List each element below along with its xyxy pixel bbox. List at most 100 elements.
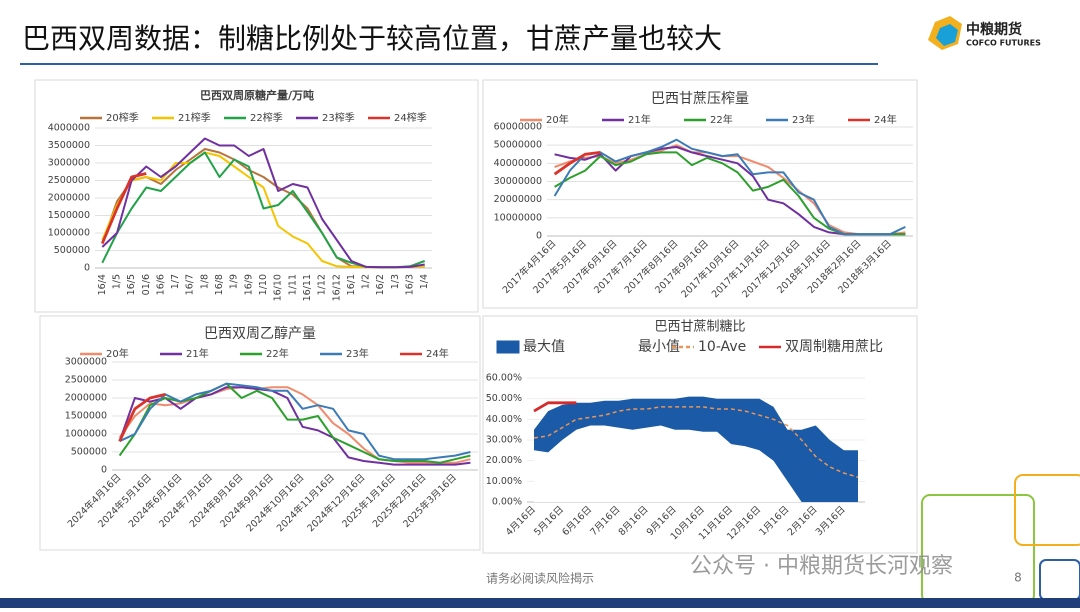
y-tick-label: 60.00% (486, 373, 522, 384)
y-tick-label: 20.00% (486, 455, 522, 466)
x-tick-label: 16/2 (375, 274, 386, 295)
x-tick-label: 1/11 (287, 274, 298, 295)
line (101, 172, 147, 245)
x-tick-label: 16/10 (273, 274, 284, 301)
y-tick-label: 30.00% (486, 435, 522, 446)
y-tick-label: 2000000 (65, 393, 107, 404)
legend-label: 24年 (874, 113, 897, 126)
logo-mark-inner (936, 24, 958, 46)
x-tick-label: 16/5 (126, 274, 137, 295)
y-tick-label: 40.00% (486, 414, 522, 425)
legend-label: 21榨季 (178, 111, 211, 124)
legend-label: 23年 (792, 113, 815, 126)
y-tick-label: 3000000 (65, 357, 107, 368)
y-tick-label: 20000000 (494, 194, 542, 205)
y-tick-label: 30000000 (494, 176, 542, 187)
legend-label: 23榨季 (322, 111, 355, 124)
x-tick-label: 16/6 (155, 274, 166, 295)
line (101, 137, 425, 269)
slide-title: 巴西双周数据：制糖比例处于较高位置，甘蔗产量也较大 (22, 22, 722, 55)
y-tick-label: 3500000 (48, 140, 90, 151)
y-tick-label: 1000000 (48, 228, 90, 239)
x-tick-label: 1/8 (199, 274, 210, 289)
x-tick-label: 1/7 (170, 274, 181, 289)
legend-label: 最小值 (638, 339, 680, 355)
line (533, 406, 859, 478)
x-tick-label: 16/9 (243, 274, 254, 295)
line (553, 151, 601, 176)
legend-label: 21年 (628, 113, 651, 126)
y-tick-label: 0 (101, 465, 107, 476)
x-tick-label: 01/6 (141, 274, 152, 295)
logo-en: COFCO FUTURES (966, 39, 1041, 48)
chart-title: 巴西双周乙醇产量 (204, 325, 316, 342)
y-tick-label: 10.00% (486, 476, 522, 487)
y-tick-label: 500000 (54, 245, 90, 256)
chart-title: 巴西双周原糖产量/万吨 (200, 88, 314, 102)
y-tick-label: 60000000 (494, 122, 542, 133)
x-tick-label: 1/12 (317, 274, 328, 295)
y-tick-label: 500000 (71, 447, 107, 458)
y-tick-label: 40000000 (494, 158, 542, 169)
x-tick-label: 16/8 (214, 274, 225, 295)
x-tick-label: 1/5 (111, 274, 122, 289)
line (553, 138, 906, 236)
logo-name: 中粮期货 (966, 21, 1022, 38)
page-number: 8 (1014, 571, 1022, 585)
footer-note: 请务必阅读风险揭示 (486, 571, 594, 586)
line (119, 382, 471, 461)
legend-label: 双周制糖用蔗比 (785, 339, 883, 355)
legend-label: 21年 (186, 347, 209, 360)
area (534, 425, 858, 502)
y-tick-label: 2500000 (48, 175, 90, 186)
x-tick-label: 16/11 (302, 274, 313, 301)
line (533, 401, 577, 413)
y-tick-label: 3000000 (48, 158, 90, 169)
x-tick-label: 1/9 (229, 274, 240, 289)
y-tick-label: 0 (84, 263, 90, 274)
logo: 中粮期货 COFCO FUTURES (928, 16, 1041, 50)
x-tick-label: 16/7 (185, 274, 196, 295)
y-tick-label: 0 (536, 231, 542, 242)
x-tick-label: 1/4 (419, 274, 430, 289)
x-tick-label: 16/4 (97, 274, 108, 295)
y-tick-label: 1500000 (65, 411, 107, 422)
y-tick-label: 1000000 (65, 429, 107, 440)
legend-label: 22榨季 (250, 111, 283, 124)
x-tick-label: 16/3 (405, 274, 416, 295)
legend-label: 20年 (546, 113, 569, 126)
y-tick-label: 10000000 (494, 212, 542, 223)
y-tick-label: 4000000 (48, 123, 90, 134)
y-tick-label: 50000000 (494, 140, 542, 151)
legend-swatch (612, 341, 634, 353)
watermark: 公众号 · 中粮期货长河观察 (690, 554, 953, 579)
legend-label: 20年 (106, 347, 129, 360)
x-tick-label: 1/10 (258, 274, 269, 295)
y-tick-label: 50.00% (486, 393, 522, 404)
deco-square (1014, 474, 1080, 546)
line (118, 393, 166, 442)
x-tick-label: 1/2 (361, 274, 372, 289)
panel (34, 79, 479, 313)
legend-label: 22年 (710, 113, 733, 126)
line (118, 386, 471, 464)
chart-title: 巴西甘蔗制糖比 (654, 319, 745, 335)
y-tick-label: 1500000 (48, 210, 90, 221)
y-tick-label: 2500000 (65, 375, 107, 386)
legend-label: 24年 (426, 347, 449, 360)
legend-label: 最大值 (523, 339, 565, 355)
chart-title: 巴西甘蔗压榨量 (651, 90, 749, 107)
legend-label: 10-Ave (698, 339, 746, 355)
legend-label: 24榨季 (394, 111, 427, 124)
x-tick-label: 16/1 (346, 274, 357, 295)
legend-label: 23年 (346, 347, 369, 360)
y-tick-label: 2000000 (48, 193, 90, 204)
legend-swatch (496, 340, 520, 354)
legend-label: 20榨季 (106, 111, 139, 124)
legend-label: 22年 (266, 347, 289, 360)
line (118, 386, 471, 466)
y-tick-label: 0.00% (492, 497, 522, 508)
footer-bar (0, 598, 1080, 608)
x-tick-label: 1/3 (390, 274, 401, 289)
